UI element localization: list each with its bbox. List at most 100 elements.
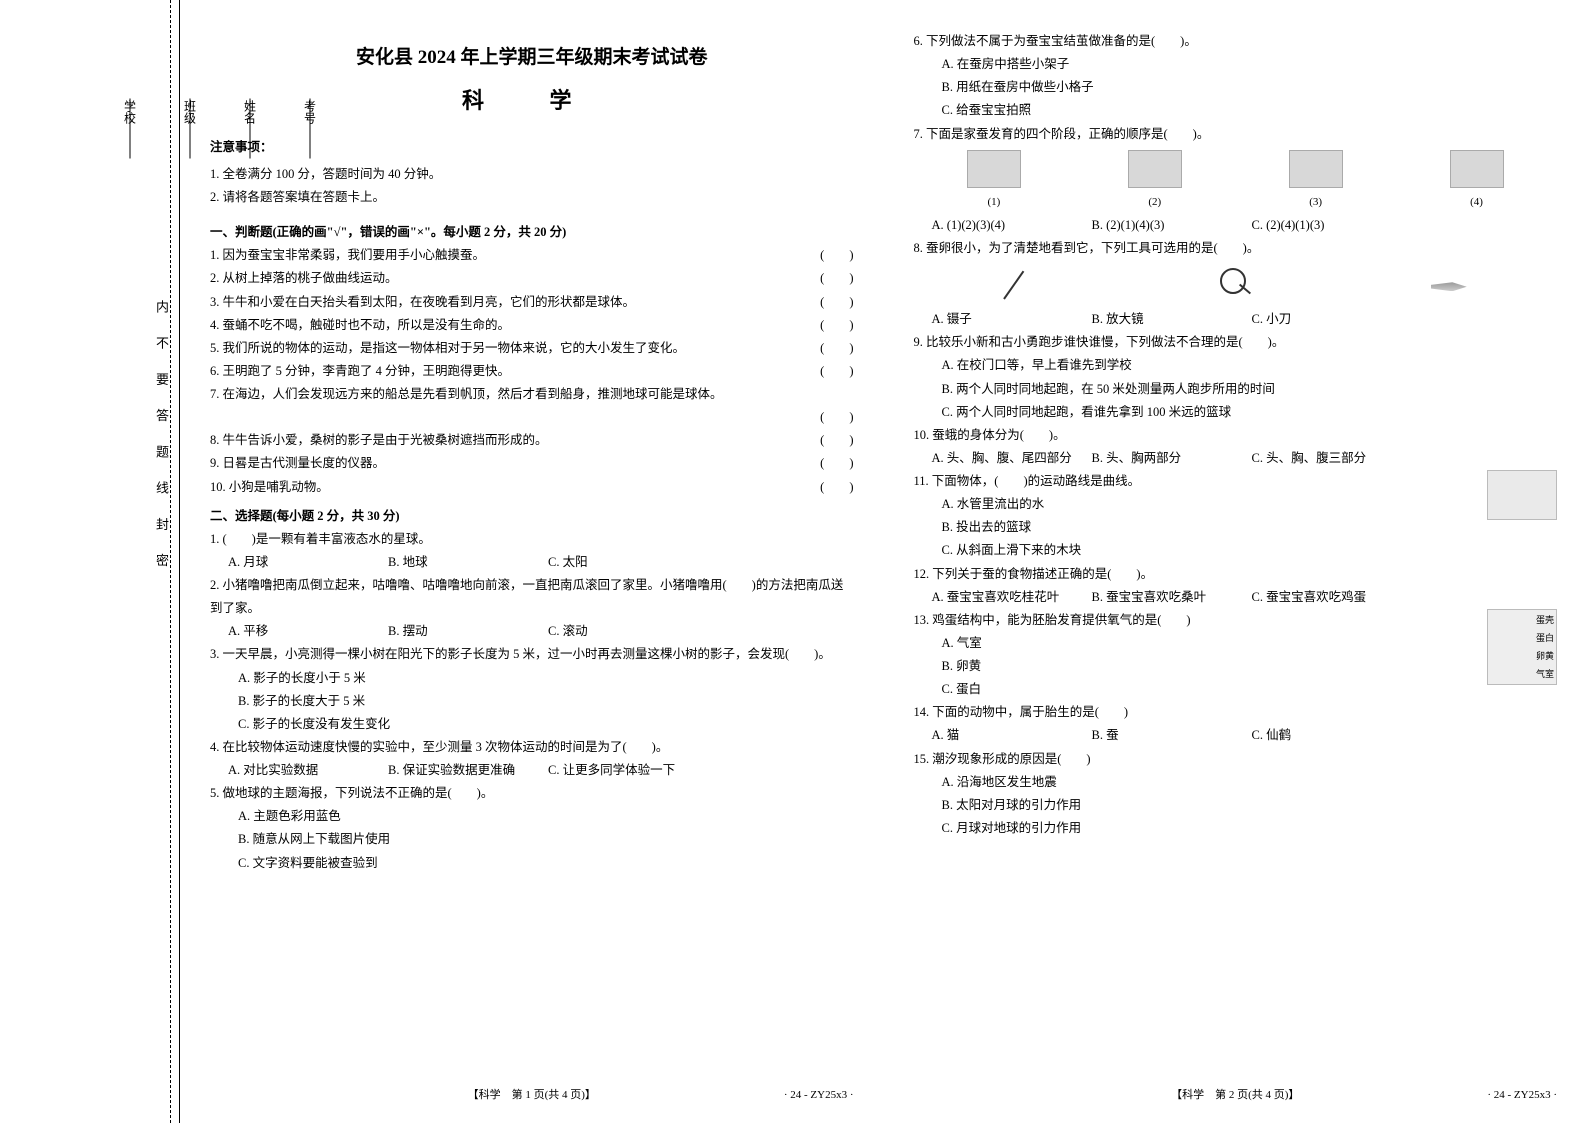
opt-a: A. 平移: [228, 620, 388, 643]
tf-text: 2. 从树上掉落的桃子做曲线运动。: [210, 267, 810, 290]
section1-head: 一、判断题(正确的画"√"，错误的画"×"。每小题 2 分，共 20 分): [210, 221, 854, 244]
opt-a: A. 主题色彩用蓝色: [210, 805, 854, 828]
mc-options: A. 头、胸、腹、尾四部分 B. 头、胸两部分 C. 头、胸、腹三部分: [914, 447, 1558, 470]
tf-text: 1. 因为蚕宝宝非常柔弱，我们要用手小心触摸蚕。: [210, 244, 810, 267]
opt-c: C. 太阳: [548, 551, 708, 574]
opt-c: C. (2)(4)(1)(3): [1252, 214, 1412, 237]
egg-label: 蛋白: [1536, 630, 1554, 647]
opt-c: C. 两个人同时同地起跑，看谁先拿到 100 米远的篮球: [914, 401, 1558, 424]
mc-stem: 14. 下面的动物中，属于胎生的是( ): [914, 701, 1558, 724]
mc-options: A. 猫 B. 蚕 C. 仙鹤: [914, 724, 1558, 747]
opt-c: C. 滚动: [548, 620, 708, 643]
mc-q9: 9. 比较乐小新和古小勇跑步谁快谁慢，下列做法不合理的是( )。 A. 在校门口…: [914, 331, 1558, 424]
tf-q2: 2. 从树上掉落的桃子做曲线运动。( ): [210, 267, 854, 290]
mc-q13: 蛋壳 蛋白 卵黄 气室 13. 鸡蛋结构中，能为胚胎发育提供氧气的是( ) A.…: [914, 609, 1558, 702]
binding-margin: 考号 姓名 班级 学校 内 不 要 答 题 线 封 密: [0, 0, 180, 1123]
tf-q1: 1. 因为蚕宝宝非常柔弱，我们要用手小心触摸蚕。( ): [210, 244, 854, 267]
mc-options: A. 镊子 B. 放大镜 C. 小刀: [914, 308, 1558, 331]
footer-code: · 24 - ZY25x3 ·: [1487, 1085, 1557, 1105]
tf-text: 5. 我们所说的物体的运动，是指这一物体相对于另一物体来说，它的大小发生了变化。: [210, 337, 810, 360]
silkworm-images: [914, 150, 1558, 188]
answer-paren: ( ): [810, 267, 853, 290]
img-label: (4): [1470, 192, 1483, 212]
img-label: (1): [988, 192, 1001, 212]
mc-q15: 15. 潮汐现象形成的原因是( ) A. 沿海地区发生地震 B. 太阳对月球的引…: [914, 748, 1558, 841]
mc-stem: 12. 下列关于蚕的食物描述正确的是( )。: [914, 563, 1558, 586]
mc-q4: 4. 在比较物体运动速度快慢的实验中，至少测量 3 次物体运动的时间是为了( )…: [210, 736, 854, 782]
tf-text: 4. 蚕蛹不吃不喝，触碰时也不动，所以是没有生命的。: [210, 314, 810, 337]
opt-a: A. 头、胸、腹、尾四部分: [932, 447, 1092, 470]
tf-q10: 10. 小狗是哺乳动物。( ): [210, 476, 854, 499]
egg-label: 卵黄: [1536, 648, 1554, 665]
section2-head: 二、选择题(每小题 2 分，共 30 分): [210, 505, 854, 528]
mc-q2: 2. 小猪噜噜把南瓜倒立起来，咕噜噜、咕噜噜地向前滚，一直把南瓜滚回了家里。小猪…: [210, 574, 854, 643]
silkworm-labels: (1) (2) (3) (4): [914, 192, 1558, 212]
mc-options: A. 月球 B. 地球 C. 太阳: [210, 551, 854, 574]
opt-b: B. 放大镜: [1092, 308, 1252, 331]
opt-a: A. 在校门口等，早上看谁先到学校: [914, 354, 1558, 377]
footer-code: · 24 - ZY25x3 ·: [784, 1085, 854, 1105]
mc-options: A. 平移 B. 摆动 C. 滚动: [210, 620, 854, 643]
egg-label: 气室: [1536, 666, 1554, 683]
exam-subject: 科 学: [210, 81, 854, 122]
mc-q10: 10. 蚕蛾的身体分为( )。 A. 头、胸、腹、尾四部分 B. 头、胸两部分 …: [914, 424, 1558, 470]
opt-c: C. 月球对地球的引力作用: [914, 817, 1558, 840]
answer-paren: ( ): [810, 314, 853, 337]
field-school: 学校: [100, 100, 160, 1063]
mc-q11: 11. 下面物体，( )的运动路线是曲线。 A. 水管里流出的水 B. 投出去的…: [914, 470, 1558, 563]
opt-b: B. 投出去的篮球: [914, 516, 1558, 539]
answer-paren: ( ): [810, 291, 853, 314]
mc-stem: 13. 鸡蛋结构中，能为胚胎发育提供氧气的是( ): [914, 609, 1558, 632]
opt-b: B. 用纸在蚕房中做些小格子: [914, 76, 1558, 99]
notice-list: 1. 全卷满分 100 分，答题时间为 40 分钟。 2. 请将各题答案填在答题…: [210, 163, 854, 209]
opt-b: B. 保证实验数据更准确: [388, 759, 548, 782]
opt-c: C. 从斜面上滑下来的木块: [914, 539, 1558, 562]
tf-q9: 9. 日晷是古代测量长度的仪器。( ): [210, 452, 854, 475]
img-label: (3): [1309, 192, 1322, 212]
opt-a: A. 蚕宝宝喜欢吃桂花叶: [932, 586, 1092, 609]
opt-c: C. 蛋白: [914, 678, 1558, 701]
exam-sheet: 考号 姓名 班级 学校 内 不 要 答 题 线 封 密 安化县 2024 年上学…: [0, 0, 1587, 1123]
mc-q7: 7. 下面是家蚕发育的四个阶段，正确的顺序是( )。 (1) (2) (3) (…: [914, 123, 1558, 238]
opt-b: B. 卵黄: [914, 655, 1558, 678]
page-2: 6. 下列做法不属于为蚕宝宝结茧做准备的是( )。 A. 在蚕房中搭些小架子 B…: [884, 0, 1587, 1123]
opt-b: B. (2)(1)(4)(3): [1092, 214, 1252, 237]
answer-paren: ( ): [810, 429, 853, 452]
mc-q6: 6. 下列做法不属于为蚕宝宝结茧做准备的是( )。 A. 在蚕房中搭些小架子 B…: [914, 30, 1558, 123]
mc-stem: 9. 比较乐小新和古小勇跑步谁快谁慢，下列做法不合理的是( )。: [914, 331, 1558, 354]
answer-paren: ( ): [810, 476, 853, 499]
opt-b: B. 摆动: [388, 620, 548, 643]
mc-stem: 15. 潮汐现象形成的原因是( ): [914, 748, 1558, 771]
opt-c: C. 小刀: [1252, 308, 1412, 331]
tool-images: [914, 264, 1558, 304]
mc-stem: 4. 在比较物体运动速度快慢的实验中，至少测量 3 次物体运动的时间是为了( )…: [210, 736, 854, 759]
tf-text: 10. 小狗是哺乳动物。: [210, 476, 810, 499]
opt-c: C. 头、胸、腹三部分: [1252, 447, 1412, 470]
blank-line: [130, 99, 131, 159]
knife-icon: [1425, 264, 1475, 304]
opt-a: A. 沿海地区发生地震: [914, 771, 1558, 794]
egg-label: 蛋壳: [1536, 612, 1554, 629]
opt-a: A. 水管里流出的水: [914, 493, 1558, 516]
tf-q4: 4. 蚕蛹不吃不喝，触碰时也不动，所以是没有生命的。( ): [210, 314, 854, 337]
egg-diagram: 蛋壳 蛋白 卵黄 气室: [1487, 609, 1557, 685]
tf-text: 3. 牛牛和小爱在白天抬头看到太阳，在夜晚看到月亮，它们的形状都是球体。: [210, 291, 810, 314]
opt-c: C. 仙鹤: [1252, 724, 1412, 747]
answer-paren: ( ): [810, 244, 853, 267]
mc-q12: 12. 下列关于蚕的食物描述正确的是( )。 A. 蚕宝宝喜欢吃桂花叶 B. 蚕…: [914, 563, 1558, 609]
opt-a: A. 影子的长度小于 5 米: [210, 667, 854, 690]
tf-text: 9. 日晷是古代测量长度的仪器。: [210, 452, 810, 475]
silkworm-stage-img: [1128, 150, 1182, 188]
tf-q3: 3. 牛牛和小爱在白天抬头看到太阳，在夜晚看到月亮，它们的形状都是球体。( ): [210, 291, 854, 314]
answer-paren: ( ): [810, 337, 853, 360]
mc-stem: 10. 蚕蛾的身体分为( )。: [914, 424, 1558, 447]
mc-stem: 6. 下列做法不属于为蚕宝宝结茧做准备的是( )。: [914, 30, 1558, 53]
seal-line-text: 内 不 要 答 题 线 封 密: [152, 300, 171, 577]
mc-options: A. (1)(2)(3)(4) B. (2)(1)(4)(3) C. (2)(4…: [914, 214, 1558, 237]
silkworm-stage-img: [1289, 150, 1343, 188]
page-footer-1: 【科学 第 1 页(共 4 页)】 · 24 - ZY25x3 ·: [180, 1085, 884, 1105]
opt-b: B. 地球: [388, 551, 548, 574]
pages-container: 安化县 2024 年上学期三年级期末考试试卷 科 学 注意事项： 1. 全卷满分…: [180, 0, 1587, 1123]
mc-stem: 5. 做地球的主题海报，下列说法不正确的是( )。: [210, 782, 854, 805]
silkworm-stage-img: [967, 150, 1021, 188]
